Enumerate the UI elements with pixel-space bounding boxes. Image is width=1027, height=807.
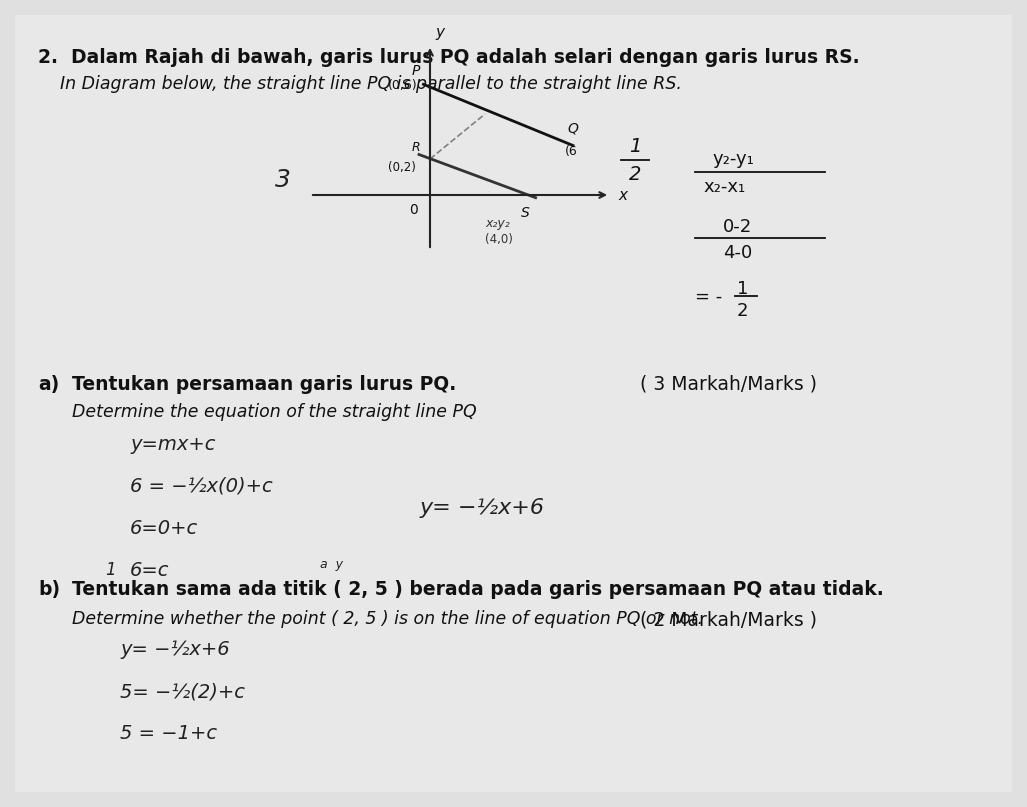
Text: y= −½x+6: y= −½x+6	[120, 640, 230, 659]
Text: Determine the equation of the straight line PQ: Determine the equation of the straight l…	[72, 403, 477, 421]
Text: (0,2): (0,2)	[388, 161, 416, 174]
Text: S: S	[521, 206, 530, 220]
Text: Determine whether the point ( 2, 5 ) is on the line of equation PQ or not.: Determine whether the point ( 2, 5 ) is …	[72, 610, 703, 628]
Text: R: R	[412, 141, 421, 154]
Text: = -: = -	[695, 288, 722, 306]
Text: 1: 1	[737, 280, 749, 298]
Text: x: x	[618, 187, 627, 203]
Text: Tentukan sama ada titik ( 2, 5 ) berada pada garis persamaan PQ atau tidak.: Tentukan sama ada titik ( 2, 5 ) berada …	[72, 580, 884, 599]
Text: 1: 1	[105, 561, 116, 579]
Text: 1: 1	[629, 137, 641, 156]
Text: 5 = −1+c: 5 = −1+c	[120, 724, 217, 743]
Text: Tentukan persamaan garis lurus PQ.: Tentukan persamaan garis lurus PQ.	[72, 375, 456, 394]
Text: Q: Q	[567, 122, 578, 136]
Text: 4-0: 4-0	[723, 244, 752, 262]
Text: ( 3 Markah/Marks ): ( 3 Markah/Marks )	[640, 375, 817, 394]
Text: 6=c: 6=c	[130, 561, 169, 580]
Text: y: y	[435, 25, 444, 40]
Text: 6=0+c: 6=0+c	[130, 519, 198, 538]
Text: y= −½x+6: y= −½x+6	[420, 498, 545, 518]
Text: 6 = −½x(0)+c: 6 = −½x(0)+c	[130, 477, 273, 496]
Text: 5= −½(2)+c: 5= −½(2)+c	[120, 682, 245, 701]
Text: P: P	[412, 64, 420, 78]
Text: a  y: a y	[320, 558, 343, 571]
Text: a): a)	[38, 375, 60, 394]
Text: 0-2: 0-2	[723, 218, 752, 236]
Text: x₂-x₁: x₂-x₁	[703, 178, 746, 196]
Text: 2: 2	[737, 302, 749, 320]
Text: (6: (6	[565, 145, 578, 158]
Text: 3: 3	[275, 168, 291, 192]
Text: b): b)	[38, 580, 61, 599]
Text: 0: 0	[409, 203, 418, 217]
Text: (0,6): (0,6)	[388, 79, 418, 92]
Text: x₂y₂: x₂y₂	[485, 217, 509, 230]
Text: In Diagram below, the straight line PQ is parallel to the straight line RS.: In Diagram below, the straight line PQ i…	[38, 75, 682, 93]
Text: y₂-y₁: y₂-y₁	[713, 150, 755, 168]
Text: 2: 2	[629, 165, 641, 184]
Text: (4,0): (4,0)	[485, 233, 512, 246]
Text: y=mx+c: y=mx+c	[130, 435, 216, 454]
Text: ( 2 Markah/Marks ): ( 2 Markah/Marks )	[640, 610, 817, 629]
Text: 2.  Dalam Rajah di bawah, garis lurus PQ adalah selari dengan garis lurus RS.: 2. Dalam Rajah di bawah, garis lurus PQ …	[38, 48, 860, 67]
